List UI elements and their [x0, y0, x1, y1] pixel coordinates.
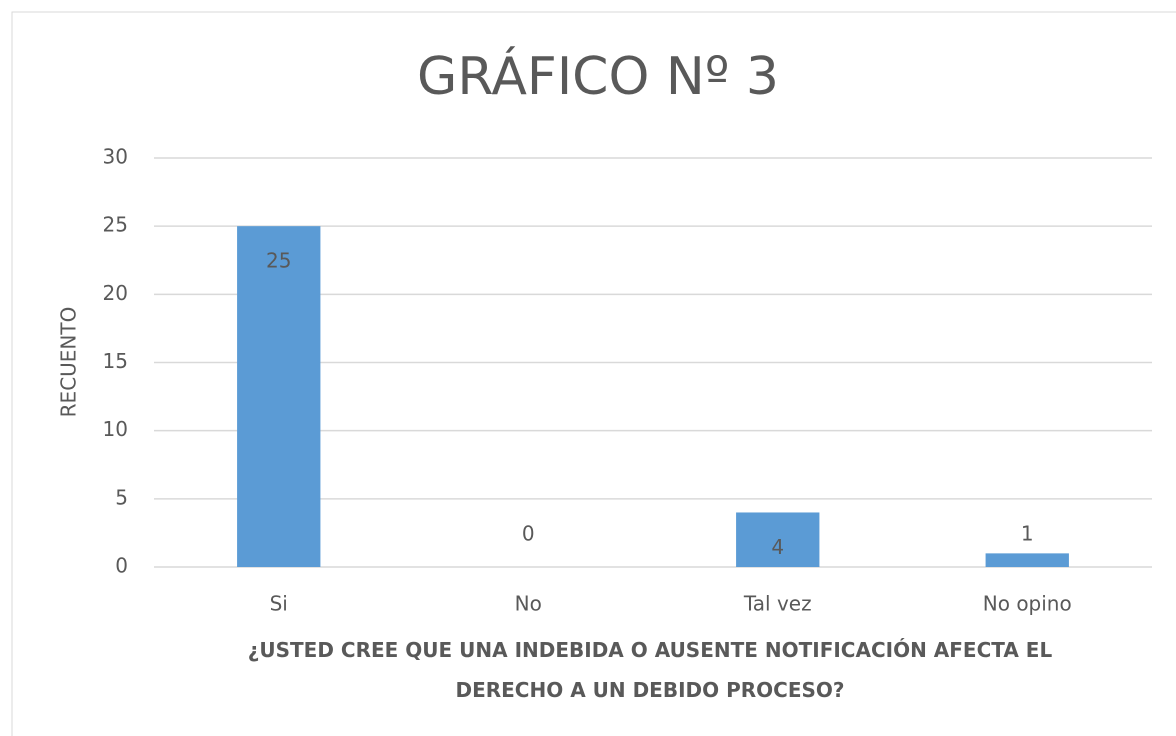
- y-tick-label: 10: [103, 417, 128, 441]
- y-tick-label: 20: [103, 281, 128, 305]
- y-axis-label: RECUENTO: [57, 307, 81, 418]
- bar: [736, 512, 820, 567]
- data-label: 1: [1021, 522, 1034, 546]
- data-label: 4: [771, 535, 784, 559]
- y-tick-label: 15: [103, 349, 128, 373]
- data-label: 25: [266, 249, 291, 273]
- x-tick-label: No: [515, 592, 542, 616]
- x-axis-label: ¿USTED CREE QUE UNA INDEBIDA O AUSENTE N…: [247, 638, 1053, 702]
- x-tick-label: Si: [270, 592, 288, 616]
- chart-title: GRÁFICO Nº 3: [417, 46, 779, 107]
- chart-border: [11, 11, 1176, 736]
- y-tick-label: 30: [103, 145, 128, 169]
- x-tick-label: Tal vez: [743, 592, 812, 616]
- bar: [985, 553, 1069, 567]
- y-tick-label: 25: [103, 213, 128, 237]
- bar: [237, 226, 321, 567]
- y-tick-label: 5: [115, 485, 128, 509]
- data-label: 0: [522, 522, 535, 546]
- y-tick-label: 0: [115, 554, 128, 578]
- x-tick-label: No opino: [983, 592, 1072, 616]
